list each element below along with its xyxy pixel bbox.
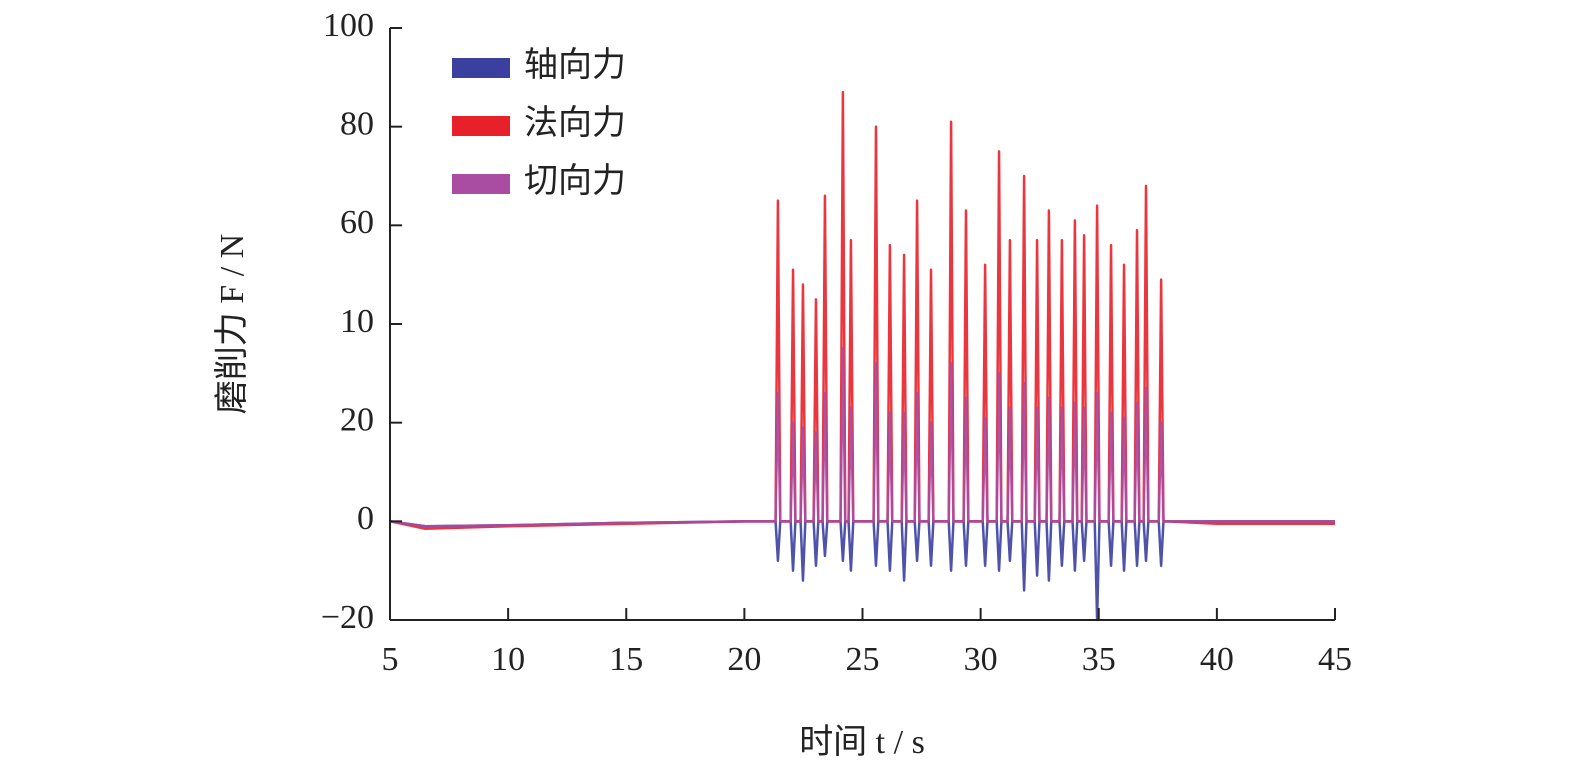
legend-swatch	[452, 174, 510, 194]
legend-swatch	[452, 58, 510, 78]
x-tick-label: 40	[1200, 641, 1234, 678]
series-line	[389, 90, 1335, 530]
y-tick-label: 10	[340, 303, 374, 340]
x-tick-label: 45	[1318, 641, 1352, 678]
y-tick-label: 100	[323, 7, 374, 44]
legend-label: 切向力	[524, 162, 626, 200]
x-axis-title: 时间 t / s	[799, 724, 925, 761]
legend-swatch	[452, 116, 510, 136]
y-tick-label: 60	[340, 204, 374, 241]
legend-label: 法向力	[524, 104, 626, 142]
x-tick-label: 35	[1082, 641, 1116, 678]
x-tick-label: 30	[964, 641, 998, 678]
x-tick-label: 10	[491, 641, 525, 678]
series-line	[389, 347, 1335, 528]
x-tick-label: 15	[609, 641, 643, 678]
y-tick-label: 20	[340, 401, 374, 438]
y-tick-label: −20	[321, 599, 374, 636]
y-axis-title: 磨削力 F / N	[213, 234, 251, 414]
legend-label: 轴向力	[524, 46, 626, 84]
x-tick-label: 25	[846, 641, 880, 678]
x-tick-label: 5	[382, 641, 399, 678]
x-tick-label: 20	[727, 641, 761, 678]
y-tick-label: 80	[340, 105, 374, 142]
y-tick-label: 0	[357, 500, 374, 537]
series-line	[389, 520, 1335, 622]
